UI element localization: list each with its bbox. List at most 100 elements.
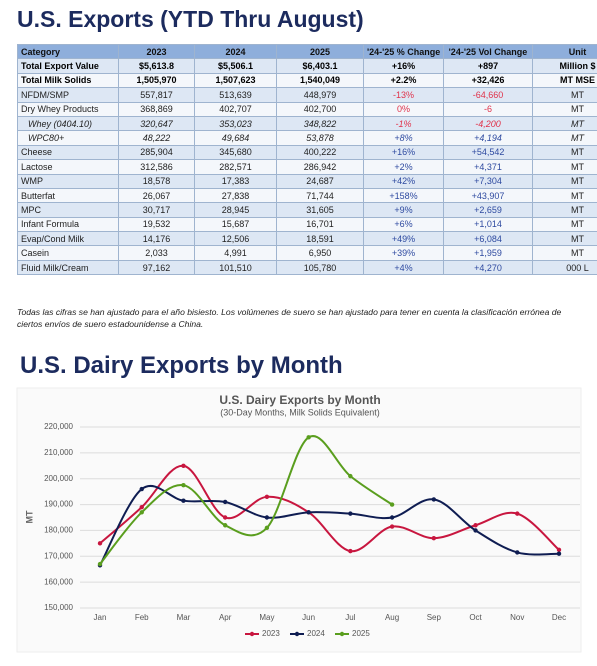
table-cell: MT <box>532 202 597 218</box>
table-row: Lactose 312,586 282,571 286,942 +2% +4,371 MT <box>17 159 597 175</box>
point <box>389 524 395 529</box>
table-cell: +6% <box>363 216 444 233</box>
x-tick-label: Jul <box>345 613 355 622</box>
table-cell: MT <box>532 231 597 247</box>
table-cell: 448,979 <box>276 87 364 103</box>
table-cell: 320,647 <box>118 115 195 132</box>
table-cell: 1,505,970 <box>118 72 195 89</box>
table-cell: MT <box>532 144 597 161</box>
point <box>264 515 270 520</box>
x-tick-label: Oct <box>469 613 482 622</box>
table-cell: Dry Whey Products <box>17 101 119 117</box>
y-tick-label: 200,000 <box>44 474 73 483</box>
point <box>181 498 186 503</box>
x-tick-label: Mar <box>177 613 191 622</box>
table-cell: +2,659 <box>443 202 533 218</box>
table-cell: Fluid Milk/Cream <box>17 259 119 276</box>
point <box>264 525 270 531</box>
column-header: Unit <box>532 43 597 60</box>
table-cell: 16,701 <box>276 216 364 233</box>
x-tick-label: Aug <box>385 613 399 622</box>
point <box>306 435 311 440</box>
legend-marker <box>339 631 345 637</box>
table-row: Whey (0404.10) 320,647 353,023 348,822 -1% -4… <box>17 115 597 132</box>
y-tick-label: 170,000 <box>44 551 73 560</box>
y-tick-label: 150,000 <box>44 603 73 612</box>
table-cell: 000 L <box>532 259 597 276</box>
table-cell: WMP <box>17 173 119 189</box>
x-tick-label: Jun <box>302 613 315 622</box>
legend-marker <box>249 631 255 637</box>
table-cell: MT <box>532 216 597 233</box>
table-cell: 17,383 <box>194 173 277 189</box>
point <box>222 515 228 520</box>
table-cell: 105,780 <box>276 259 364 276</box>
chart-title: U.S. Dairy Exports by Month <box>219 393 380 407</box>
x-tick-label: Feb <box>135 613 149 622</box>
point <box>139 510 144 515</box>
point <box>222 499 228 505</box>
table-cell: 0% <box>363 101 444 117</box>
x-tick-label: Apr <box>219 613 232 622</box>
header-row: Category 2023 2024 2025'24-'25 % Change '24-… <box>17 43 597 60</box>
table-cell: 101,510 <box>194 259 277 276</box>
table-cell: 27,838 <box>194 187 277 204</box>
table-cell: 557,817 <box>118 87 195 103</box>
table-cell: +4% <box>363 259 444 276</box>
point <box>139 504 144 510</box>
exports-table: Category 2023 2024 2025'24-'25 % Change '24-… <box>17 43 597 276</box>
point <box>264 494 270 500</box>
table-cell: MT <box>532 87 597 103</box>
series-line <box>99 435 393 565</box>
table-row: Infant Formula 19,532 15,687 16,701 +6% +1,01… <box>17 216 597 233</box>
table-cell: Butterfat <box>17 187 119 204</box>
table-cell: Total Export Value <box>17 58 119 74</box>
table-cell: 97,162 <box>118 259 195 276</box>
point <box>181 463 186 468</box>
point <box>473 523 478 528</box>
y-tick-label: 220,000 <box>44 422 73 431</box>
table-cell: MT <box>532 173 597 189</box>
table-cell: $5,506.1 <box>194 58 277 74</box>
column-header: 2023 <box>118 43 195 60</box>
table-cell: +6,084 <box>443 231 533 247</box>
table-row: Fluid Milk/Cream 97,162 101,510 105,780 +4% +… <box>17 259 597 276</box>
table-cell: 282,571 <box>194 159 277 175</box>
point <box>348 473 353 479</box>
point <box>97 561 103 567</box>
point <box>556 547 562 553</box>
y-tick-label: 180,000 <box>44 526 73 535</box>
point <box>556 551 562 556</box>
table-cell: +39% <box>363 245 444 261</box>
table-cell: +897 <box>443 58 533 74</box>
table-cell: 28,945 <box>194 202 277 218</box>
table-cell: +4,270 <box>443 259 533 276</box>
y-tick-label: 160,000 <box>44 577 73 586</box>
table-cell: Casein <box>17 245 119 261</box>
table-cell: 345,680 <box>194 144 277 161</box>
point <box>348 548 353 554</box>
x-tick-label: Nov <box>510 613 524 622</box>
table-row: Dry Whey Products 368,869 402,707 402,700 0%… <box>17 101 597 117</box>
point <box>139 486 144 492</box>
table-cell: +49% <box>363 231 444 247</box>
table-cell: 18,591 <box>276 231 364 247</box>
point <box>181 482 186 488</box>
point <box>515 511 520 516</box>
table-cell: Whey (0404.10) <box>17 115 119 132</box>
column-header: 2024 <box>194 43 277 60</box>
table-cell: MT <box>532 115 597 132</box>
x-tick-label: Dec <box>552 613 566 622</box>
section-title: U.S. Dairy Exports by Month <box>20 352 343 379</box>
note: Todas las cifras se han ajustado para el… <box>17 307 562 329</box>
chart-subtitle: (30-Day Months, Milk Solids Equivalent) <box>220 407 380 417</box>
table-cell: 48,222 <box>118 130 195 146</box>
table-cell: 402,700 <box>276 101 364 117</box>
point <box>306 510 311 515</box>
table-cell: 368,869 <box>118 101 195 117</box>
table-cell: +4,194 <box>443 130 533 146</box>
table-cell: Evap/Cond Milk <box>17 231 119 247</box>
table-cell: 19,532 <box>118 216 195 233</box>
table-cell: 71,744 <box>276 187 364 204</box>
